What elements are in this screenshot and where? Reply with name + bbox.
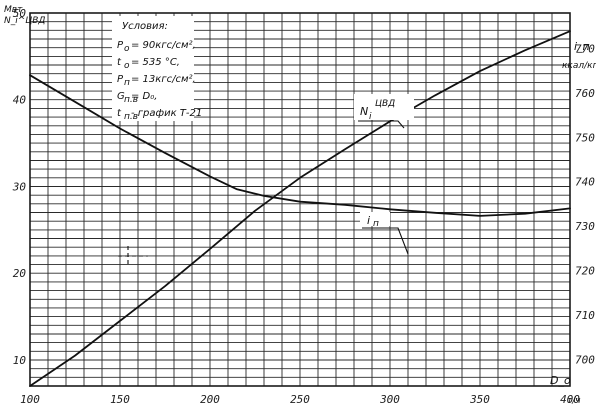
y-left-axis-unit: Мвт [4,5,23,15]
y-right-tick-label: 740 [575,176,595,189]
series-line-n-cvd [29,30,571,387]
x-axis-unit: т/ч [567,396,581,406]
y-left-axis-label: N_i^ЦВД [4,16,45,26]
conditions-line-symbol: t [117,57,122,68]
conditions-line-sub: п.в [124,112,138,122]
x-tick-label: 350 [469,393,490,406]
series-line-i-p [29,74,571,217]
conditions-line-text: - график Т-21 [131,108,202,119]
y-left-tick-label: 50 [13,7,27,20]
leader-line-i [362,227,409,255]
series-label-n-sub: i [369,112,372,122]
series-label-i-main: i [367,214,370,227]
conditions-line-text: = 13кгс/см², [131,74,196,85]
label-bg-n [354,94,414,120]
x-tick-label: 150 [110,393,130,406]
y-right-tick-label: 730 [575,220,595,233]
conditions-line-symbol: P [117,40,124,51]
conditions-line-symbol: G [117,91,125,102]
y-left-tick-label: 10 [13,354,27,367]
conditions-line-text: = 90кгс/см², [131,40,196,51]
conditions-line-symbol: t [117,108,122,119]
y-right-tick-label: 710 [575,309,595,322]
conditions-line-text: = D₀, [131,91,157,102]
series-label-i-sub: п [373,219,379,229]
conditions-line-sub: п.в [124,95,138,105]
conditions-line-sub: о [124,44,130,54]
conditions-bg [112,16,194,121]
x-tick-label: 400 [560,393,580,406]
x-tick-label: 300 [379,393,400,406]
leader-line-n [358,120,405,129]
conditions-line-sub: о [124,61,130,71]
x-tick-label: 250 [290,393,310,406]
conditions-note: Условия:P о = 90кгс/см²,t о = 535 °С,P п = … [112,16,202,122]
label-bg-i [360,212,390,226]
y-right-tick-label: 700 [575,353,595,366]
x-tick-label: 200 [200,393,220,406]
y-right-axis-unit: ккал/кг [562,61,596,71]
series-label-n-main: N [360,105,368,118]
y-right-tick-label: 720 [575,265,595,278]
x-axis-label: D_o [550,374,571,387]
series-label-n-sup: ЦВД [375,99,395,109]
x-tick-label: 100 [20,393,40,406]
y-right-tick-label: 770 [575,43,595,56]
chart-grid [30,13,570,386]
tick-labels: 100 150 200 250 300 350 400 10 20 30 40 50 700 710 720… [12,7,595,406]
y-left-tick-label: 20 [13,267,27,280]
y-left-tick-label: 30 [12,180,27,193]
y-left-tick-label: 40 [13,94,27,107]
conditions-line-sub: п [124,78,130,88]
plot-frame [29,12,571,387]
y-right-axis-label: i_п [574,40,590,53]
y-right-tick-label: 760 [575,87,595,100]
conditions-line-text: = 535 °С, [131,57,180,68]
conditions-line-symbol: P [117,74,124,85]
conditions-title: Условия: [122,21,168,32]
crosshair-mark [118,246,148,266]
y-right-tick-label: 750 [575,131,595,144]
